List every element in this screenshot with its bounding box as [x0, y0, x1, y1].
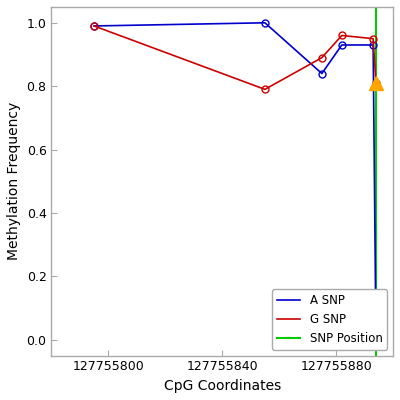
Y-axis label: Methylation Frequency: Methylation Frequency	[7, 102, 21, 260]
X-axis label: CpG Coordinates: CpG Coordinates	[164, 379, 281, 393]
Legend: A SNP, G SNP, SNP Position: A SNP, G SNP, SNP Position	[272, 290, 387, 350]
